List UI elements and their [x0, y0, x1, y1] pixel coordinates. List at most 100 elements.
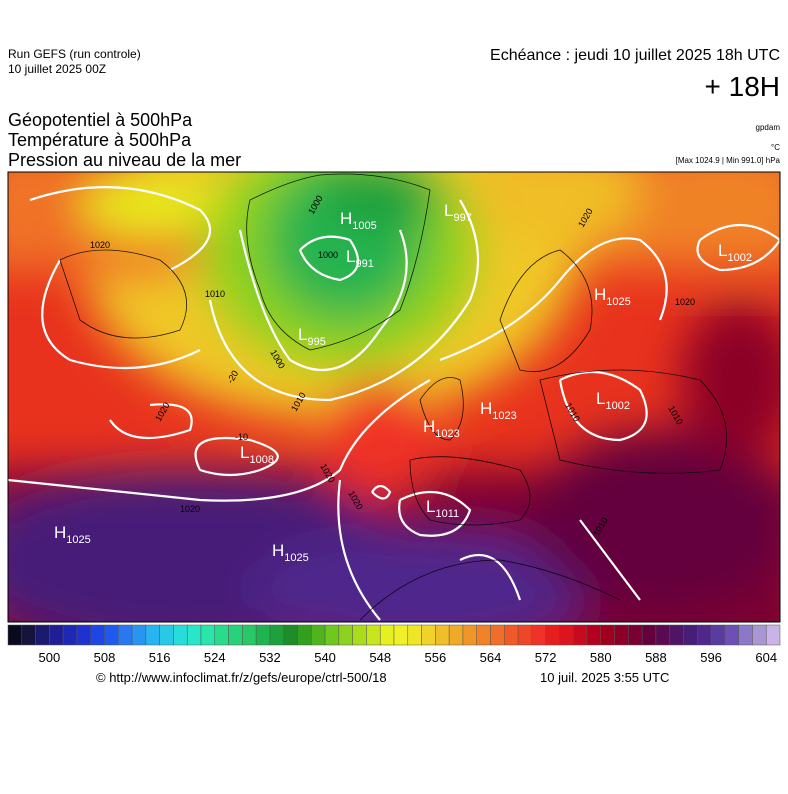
colorbar-swatch	[490, 624, 505, 646]
center-letter: H	[423, 417, 435, 436]
colorbar-tick-label: 588	[645, 650, 667, 665]
colorbar-tick-label: 556	[425, 650, 447, 665]
center-value: 991	[355, 258, 373, 270]
colorbar-swatch	[614, 624, 629, 646]
center-letter: L	[346, 247, 355, 266]
colorbar-swatch	[752, 624, 767, 646]
center-value: 1023	[492, 410, 516, 422]
colorbar-swatch	[407, 624, 422, 646]
colorbar-tick-label: 516	[149, 650, 171, 665]
colorbar-swatch	[421, 624, 436, 646]
run-label: Run GEFS (run controle)	[8, 47, 141, 61]
colorbar-tick-label: 572	[535, 650, 557, 665]
run-date: 10 juillet 2025 00Z	[8, 62, 106, 76]
colorbar-swatch	[62, 624, 78, 646]
colorbar-tick-label: 604	[755, 650, 777, 665]
pressure-center: L995	[298, 325, 326, 348]
colorbar-swatch	[269, 624, 284, 646]
pressure-center: H1025	[594, 285, 631, 308]
colorbar-tick-label: 508	[94, 650, 116, 665]
colorbar-swatch	[435, 624, 450, 646]
unit-label: °C	[771, 143, 780, 152]
center-letter: L	[426, 497, 435, 516]
colorbar-swatch	[476, 624, 491, 646]
colorbar-swatch	[214, 624, 229, 646]
pressure-center: L1011	[426, 497, 459, 520]
center-letter: L	[718, 241, 727, 260]
isobar-label: 1020	[90, 240, 110, 250]
unit-label: gpdam	[756, 123, 781, 132]
colorbar-swatch	[545, 624, 560, 646]
colorbar-swatch	[104, 624, 119, 646]
colorbar-swatch	[710, 624, 726, 646]
pressure-center: H1005	[340, 209, 377, 232]
center-letter: H	[480, 399, 492, 418]
field-title: Pression au niveau de la mer	[8, 150, 241, 170]
colorbar-swatch	[462, 624, 477, 646]
pressure-center: H1023	[423, 417, 460, 440]
colorbar-tick-label: 532	[259, 650, 281, 665]
isobar-label: 1000	[318, 250, 338, 260]
center-value: 1025	[606, 296, 630, 308]
center-value: 997	[453, 212, 471, 224]
pressure-center: H1025	[272, 541, 309, 564]
center-letter: L	[298, 325, 307, 344]
colorbar-swatch	[297, 624, 312, 646]
colorbar-swatch	[131, 624, 147, 646]
colorbar-swatch	[697, 624, 712, 646]
colorbar-swatch	[311, 624, 326, 646]
isobar-label: 1020	[180, 504, 200, 514]
colorbar-swatch	[669, 624, 684, 646]
pressure-center: L991	[346, 247, 374, 270]
colorbar-swatch	[35, 624, 50, 646]
center-letter: H	[340, 209, 352, 228]
colorbar-swatch	[7, 624, 23, 646]
colorbar-swatch	[572, 624, 588, 646]
colorbar-swatch	[504, 624, 519, 646]
colorbar-swatch	[90, 624, 105, 646]
center-letter: L	[240, 443, 249, 462]
colorbar-swatch	[641, 624, 657, 646]
colorbar-tick-label: 540	[314, 650, 336, 665]
colorbar-swatch	[683, 624, 698, 646]
isobar-label: 1020	[675, 297, 695, 307]
field-title: Température à 500hPa	[8, 130, 192, 150]
colorbar-swatch	[559, 624, 574, 646]
colorbar-swatch	[228, 624, 243, 646]
colorbar-swatch	[628, 624, 643, 646]
colorbar-swatch	[21, 624, 36, 646]
isobar-label: -10	[235, 432, 248, 442]
center-value: 1005	[352, 220, 376, 232]
pressure-center: H1023	[480, 399, 517, 422]
center-value: 1002	[605, 400, 629, 412]
valid-time: Echéance : jeudi 10 juillet 2025 18h UTC	[490, 47, 780, 64]
isobar-label: 1010	[205, 289, 225, 299]
colorbar-swatch	[379, 624, 395, 646]
center-value: 1011	[435, 508, 459, 520]
colorbar-swatch	[655, 624, 670, 646]
center-letter: H	[272, 541, 284, 560]
center-value: 1025	[66, 534, 90, 546]
pressure-center: L1002	[596, 389, 630, 412]
colorbar-swatch	[393, 624, 409, 646]
colorbar-swatch	[765, 624, 781, 646]
pressure-center: H1025	[54, 523, 91, 546]
colorbar-swatch	[586, 624, 602, 646]
colorbar-swatch	[738, 624, 753, 646]
colorbar-swatch	[173, 624, 188, 646]
colorbar-swatch	[724, 624, 739, 646]
center-value: 1002	[727, 252, 751, 264]
colorbar-swatch	[255, 624, 271, 646]
colorbar-swatch	[352, 624, 367, 646]
colorbar-swatch	[145, 624, 160, 646]
colorbar-tick-label: 564	[480, 650, 502, 665]
colorbar-swatch	[283, 624, 298, 646]
center-value: 1025	[284, 552, 308, 564]
colorbar-swatch	[242, 624, 257, 646]
field-title: Géopotentiel à 500hPa	[8, 110, 193, 130]
center-letter: L	[596, 389, 605, 408]
colorbar: 500 508 516 524 532 540 548 556 564 572 580 588 596 6…	[7, 624, 781, 665]
colorbar-swatch	[118, 624, 133, 646]
